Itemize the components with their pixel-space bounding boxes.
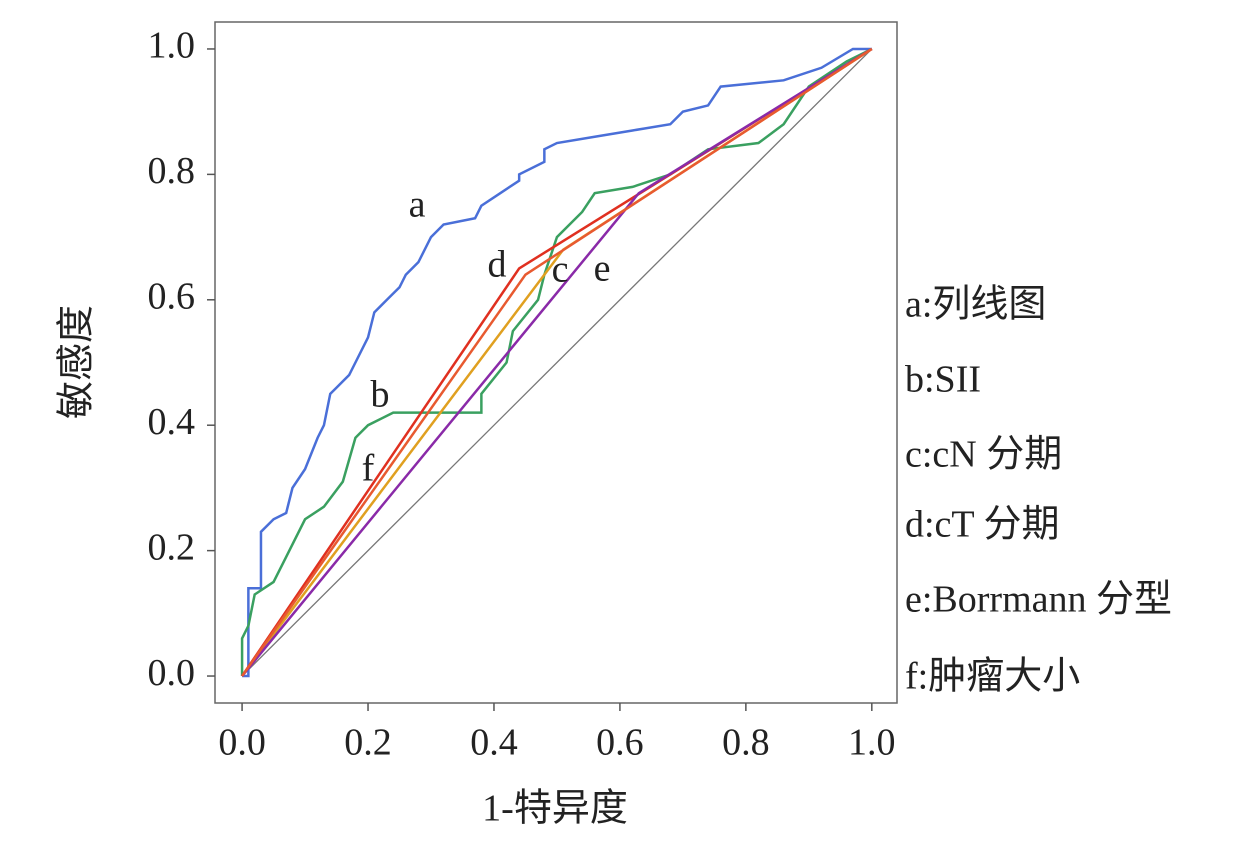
x-axis-label: 1-特异度 bbox=[482, 788, 628, 830]
roc-curve bbox=[240, 47, 873, 677]
curve-label: c bbox=[552, 249, 569, 291]
y-tick-label: 0.4 bbox=[148, 401, 196, 443]
x-tick-label: 1.0 bbox=[848, 722, 896, 764]
curve-label: d bbox=[488, 244, 507, 286]
x-tick-label: 0.0 bbox=[218, 722, 266, 764]
x-tick-label: 0.4 bbox=[470, 722, 518, 764]
curve-label: b bbox=[371, 374, 390, 416]
legend-entry: a:列线图 bbox=[905, 284, 1046, 326]
y-axis-label: 敏感度 bbox=[56, 305, 98, 419]
roc-curve bbox=[242, 47, 872, 678]
y-tick-label: 1.0 bbox=[148, 25, 196, 67]
legend-entry: e:Borrmann 分型 bbox=[905, 579, 1172, 621]
legend-entry: f:肿瘤大小 bbox=[905, 656, 1080, 698]
legend-entry: d:cT 分期 bbox=[905, 504, 1059, 546]
legend-entry: c:cN 分期 bbox=[905, 434, 1062, 476]
reference-line bbox=[241, 48, 873, 677]
x-tick-label: 0.6 bbox=[596, 722, 644, 764]
curve-label: f bbox=[362, 448, 375, 490]
curve-label: a bbox=[409, 184, 426, 226]
y-tick-label: 0.0 bbox=[148, 652, 196, 694]
y-tick-label: 0.8 bbox=[148, 150, 196, 192]
roc-curve bbox=[241, 47, 873, 677]
x-tick-label: 0.8 bbox=[722, 722, 770, 764]
y-tick-label: 0.2 bbox=[148, 526, 196, 568]
legend-entry: b:SII bbox=[905, 359, 981, 401]
x-tick-label: 0.2 bbox=[344, 722, 392, 764]
roc-curve bbox=[241, 47, 873, 677]
plot-frame bbox=[214, 21, 898, 704]
curve-label: e bbox=[594, 248, 611, 290]
y-tick-label: 0.6 bbox=[148, 276, 196, 318]
